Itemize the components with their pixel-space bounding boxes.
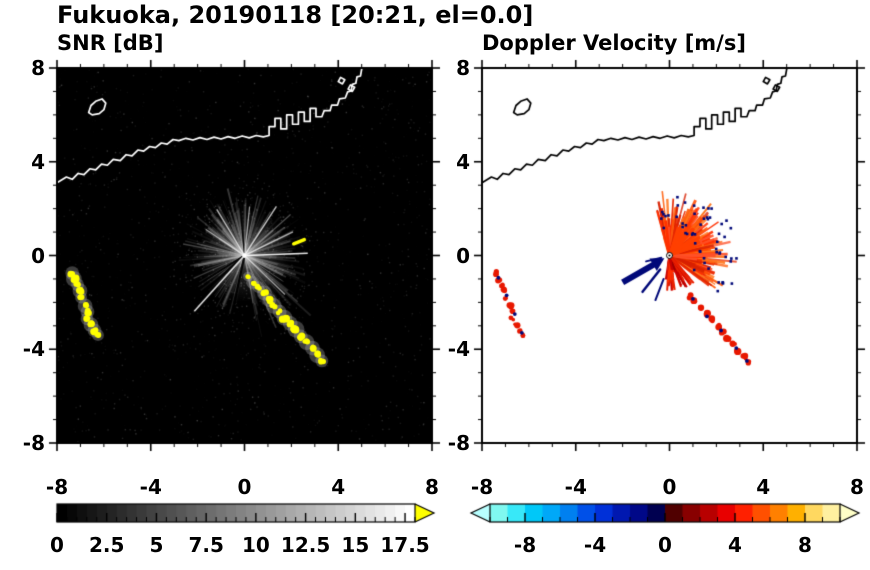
snr-x-tick-label: 0 <box>237 475 252 499</box>
doppler-colorbar-tick-label: -4 <box>583 533 607 557</box>
snr-colorbar-tick-label: 12.5 <box>280 533 331 557</box>
snr-colorbar-tick-label: 7.5 <box>188 533 224 557</box>
snr-y-tick-label: 8 <box>31 56 45 80</box>
doppler-colorbar <box>460 498 870 528</box>
snr-x-tick-label: 4 <box>331 475 346 499</box>
doppler-y-tick-label: 4 <box>456 149 470 174</box>
snr-y-tick-label: 4 <box>31 149 45 174</box>
snr-colorbar <box>45 498 445 528</box>
snr-colorbar-tick-label: 2.5 <box>89 533 125 557</box>
doppler-x-tick-label: -8 <box>470 475 494 499</box>
snr-colorbar-tick-label: 5 <box>149 533 164 557</box>
doppler-colorbar-tick-label: 8 <box>798 533 812 557</box>
doppler-y-tick-label: 8 <box>456 56 470 80</box>
snr-y-tick-label: -8 <box>22 431 45 455</box>
snr-colorbar-tick-label: 15 <box>341 533 370 557</box>
snr-map-panel <box>47 58 442 453</box>
snr-colorbar-tick-label: 10 <box>241 533 270 557</box>
figure-title: Fukuoka, 20190118 [20:21, el=0.0] <box>57 1 534 29</box>
doppler-x-tick-label: 0 <box>662 475 677 499</box>
doppler-map-panel <box>472 58 867 453</box>
doppler-y-tick-label: -4 <box>447 337 470 362</box>
doppler-colorbar-tick-label: -8 <box>513 533 537 557</box>
doppler-colorbar-tick-label: 0 <box>658 533 672 557</box>
snr-panel-title: SNR [dB] <box>57 31 164 55</box>
snr-colorbar-tick-label: 17.5 <box>380 533 430 557</box>
snr-x-tick-label: -8 <box>45 475 69 499</box>
doppler-x-tick-label: -4 <box>564 475 587 499</box>
doppler-x-tick-label: 8 <box>850 475 864 499</box>
doppler-y-tick-label: -8 <box>447 431 470 455</box>
snr-y-tick-label: -4 <box>22 337 45 362</box>
snr-x-tick-label: 8 <box>425 475 439 499</box>
doppler-panel-title: Doppler Velocity [m/s] <box>482 31 746 55</box>
snr-y-tick-label: 0 <box>31 243 45 268</box>
doppler-y-tick-label: 0 <box>456 243 470 268</box>
snr-x-tick-label: -4 <box>139 475 162 499</box>
doppler-colorbar-tick-label: 4 <box>728 533 742 557</box>
doppler-x-tick-label: 4 <box>756 475 771 499</box>
snr-colorbar-tick-label: 0 <box>50 533 64 557</box>
